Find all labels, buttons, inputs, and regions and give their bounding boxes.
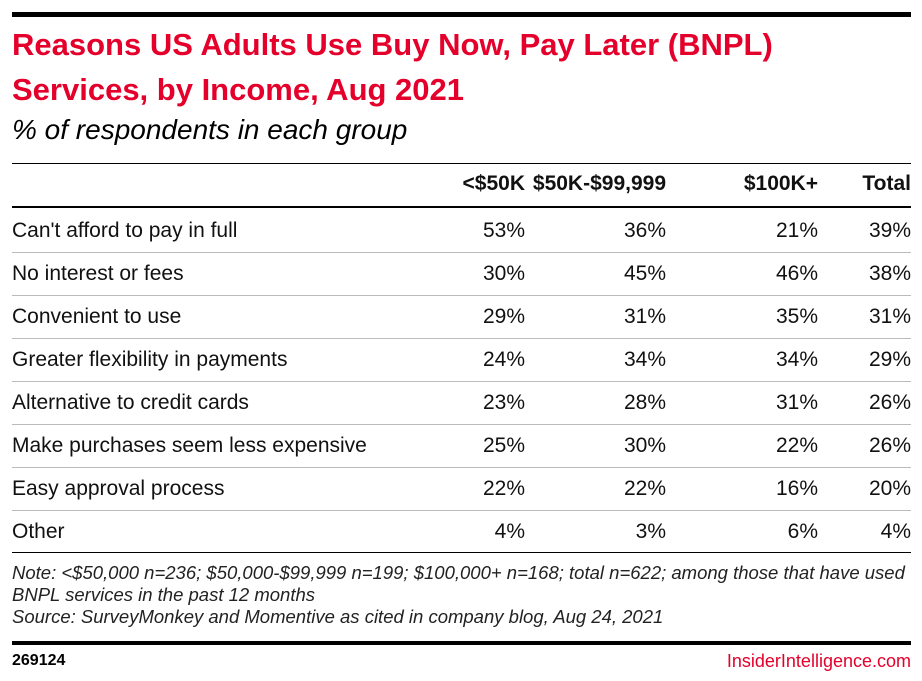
row-label: Convenient to use — [12, 305, 182, 328]
cell-value: 23% — [482, 391, 525, 414]
cell-value: 22% — [623, 477, 666, 500]
cell-value: 31% — [623, 305, 666, 328]
cell-value: 22% — [482, 477, 525, 500]
cell-value: 31% — [775, 391, 818, 414]
row-separator — [12, 381, 911, 382]
row-label: Easy approval process — [12, 477, 225, 500]
column-header: $100K+ — [743, 172, 818, 195]
row-separator — [12, 295, 911, 296]
cell-value: 30% — [623, 434, 666, 457]
subtitle: % of respondents in each group — [12, 114, 408, 145]
cell-value: 31% — [868, 305, 911, 328]
chart-id: 269124 — [12, 652, 66, 669]
cell-value: 4% — [494, 520, 525, 543]
note: Note: <$50,000 n=236; $50,000-$99,999 n=… — [12, 562, 905, 605]
header-top-rule — [12, 163, 911, 164]
top-rule — [12, 12, 911, 17]
cell-value: 28% — [623, 391, 666, 414]
cell-value: 30% — [482, 262, 525, 285]
row-label: Can't afford to pay in full — [12, 219, 238, 242]
cell-value: 26% — [868, 391, 911, 414]
row-label: Make purchases seem less expensive — [12, 434, 367, 457]
cell-value: 39% — [868, 219, 911, 242]
cell-value: 21% — [775, 219, 818, 242]
cell-value: 35% — [775, 305, 818, 328]
cell-value: 53% — [482, 219, 525, 242]
cell-value: 25% — [482, 434, 525, 457]
header-bottom-rule — [12, 206, 911, 208]
cell-value: 22% — [775, 434, 818, 457]
row-separator — [12, 338, 911, 339]
cell-value: 6% — [787, 520, 818, 543]
cell-value: 29% — [868, 348, 911, 371]
cell-value: 46% — [775, 262, 818, 285]
row-label: Greater flexibility in payments — [12, 348, 288, 371]
table-bottom-rule — [12, 552, 911, 553]
cell-value: 36% — [623, 219, 666, 242]
note: Source: SurveyMonkey and Momentive as ci… — [12, 606, 664, 627]
column-header: Total — [862, 172, 911, 195]
row-separator — [12, 252, 911, 253]
cell-value: 4% — [880, 520, 911, 543]
bottom-rule — [12, 641, 911, 645]
cell-value: 34% — [623, 348, 666, 371]
cell-value: 34% — [775, 348, 818, 371]
cell-value: 29% — [482, 305, 525, 328]
column-header: $50K-$99,999 — [532, 172, 666, 195]
row-separator — [12, 467, 911, 468]
cell-value: 26% — [868, 434, 911, 457]
cell-value: 3% — [635, 520, 666, 543]
cell-value: 20% — [868, 477, 911, 500]
cell-value: 38% — [868, 262, 911, 285]
cell-value: 24% — [482, 348, 525, 371]
cell-value: 45% — [623, 262, 666, 285]
row-label: No interest or fees — [12, 262, 184, 285]
row-label: Alternative to credit cards — [12, 391, 249, 414]
title: Reasons US Adults Use Buy Now, Pay Later… — [12, 27, 773, 107]
row-label: Other — [12, 520, 65, 543]
column-header: <$50K — [462, 172, 525, 195]
row-separator — [12, 510, 911, 511]
brand: InsiderIntelligence.com — [726, 651, 911, 671]
cell-value: 16% — [775, 477, 818, 500]
row-separator — [12, 424, 911, 425]
